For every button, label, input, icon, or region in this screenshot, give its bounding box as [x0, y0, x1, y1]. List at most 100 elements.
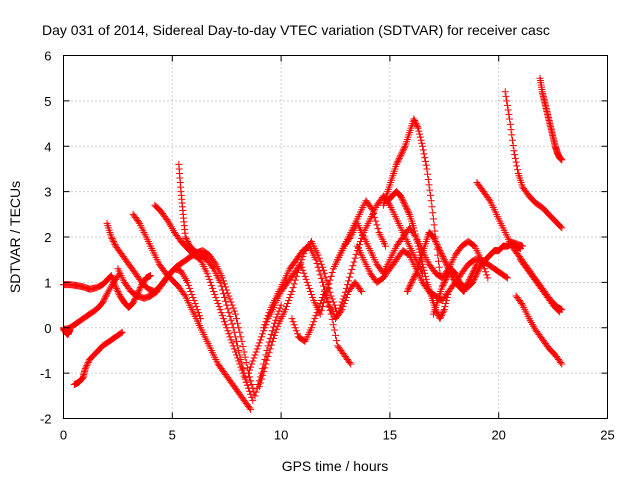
data-point — [557, 223, 565, 231]
data-point — [235, 346, 243, 354]
data-point — [273, 325, 281, 333]
data-point — [349, 262, 357, 270]
data-point — [222, 297, 230, 305]
data-point — [511, 154, 519, 162]
data-point — [242, 359, 250, 367]
chart-title: Day 031 of 2014, Sidereal Day-to-day VTE… — [42, 22, 550, 38]
data-point — [424, 176, 432, 184]
data-point — [439, 309, 447, 317]
data-point — [347, 360, 355, 368]
data-point — [317, 297, 325, 305]
data-point — [251, 351, 259, 359]
data-point — [110, 238, 118, 246]
data-point — [189, 294, 197, 301]
data-point — [196, 312, 203, 320]
series-arc12 — [260, 242, 366, 332]
data-point — [232, 315, 240, 323]
y-tick-label: 0 — [44, 321, 51, 336]
data-point — [341, 297, 349, 305]
data-point — [190, 297, 198, 305]
data-point — [441, 257, 449, 265]
data-point — [239, 343, 247, 351]
data-point — [398, 148, 406, 156]
data-point — [66, 326, 74, 334]
data-point — [482, 268, 490, 276]
data-point — [422, 275, 430, 283]
data-point — [431, 236, 439, 244]
data-point — [218, 312, 226, 320]
data-point — [444, 290, 452, 298]
data-point — [248, 360, 256, 368]
data-point — [427, 197, 435, 205]
data-point — [472, 271, 480, 279]
data-point — [108, 235, 116, 243]
data-point — [343, 290, 351, 298]
data-point — [316, 300, 324, 308]
data-point — [306, 287, 314, 295]
data-point — [283, 303, 291, 311]
data-point — [351, 254, 359, 262]
data-point — [474, 268, 482, 276]
data-point — [432, 238, 440, 246]
data-point — [404, 286, 412, 294]
data-point — [398, 194, 406, 202]
data-point — [403, 204, 411, 212]
data-point — [265, 309, 273, 317]
data-point — [261, 364, 269, 372]
data-point — [453, 272, 461, 280]
data-point — [311, 315, 319, 323]
y-tick-label: 2 — [44, 230, 51, 245]
data-point — [254, 342, 262, 350]
data-point — [313, 309, 321, 317]
data-point — [556, 308, 564, 316]
data-point — [221, 294, 229, 301]
axis-ticks — [63, 55, 608, 419]
data-point — [501, 88, 509, 96]
data-point — [423, 165, 431, 173]
data-point — [83, 362, 91, 370]
data-point — [430, 235, 438, 243]
data-point — [393, 159, 401, 167]
data-point — [557, 359, 565, 367]
y-tick-label: 3 — [44, 185, 51, 200]
data-point — [184, 238, 192, 246]
data-point — [442, 259, 450, 267]
data-point — [405, 209, 413, 217]
series-arc17 — [384, 188, 453, 323]
data-point — [325, 303, 333, 311]
data-point — [403, 287, 411, 295]
data-point — [130, 297, 138, 305]
data-point — [317, 260, 325, 268]
data-point — [471, 274, 479, 282]
data-point — [247, 363, 255, 371]
data-point — [558, 224, 566, 232]
data-point — [250, 354, 258, 362]
data-point — [238, 360, 246, 368]
data-point — [290, 321, 298, 329]
data-point — [115, 289, 123, 297]
data-point — [506, 115, 514, 123]
data-point — [262, 360, 270, 368]
data-point — [266, 345, 274, 353]
data-point — [215, 303, 223, 311]
data-point — [442, 275, 450, 283]
data-point — [432, 239, 440, 247]
data-point — [439, 253, 447, 261]
data-point — [274, 322, 282, 330]
data-point — [408, 277, 416, 285]
data-point — [231, 310, 239, 318]
data-point — [414, 242, 422, 250]
data-point — [326, 276, 334, 284]
data-point — [213, 297, 221, 305]
data-point — [507, 126, 515, 134]
data-point — [244, 369, 252, 377]
x-tick-label: 25 — [600, 428, 614, 443]
data-point — [434, 242, 442, 250]
data-point — [422, 161, 430, 169]
data-point — [470, 275, 478, 283]
y-tick-label: 4 — [44, 139, 51, 154]
data-point — [147, 272, 155, 280]
data-point — [413, 236, 421, 244]
data-point — [227, 336, 235, 344]
data-point — [277, 301, 285, 309]
